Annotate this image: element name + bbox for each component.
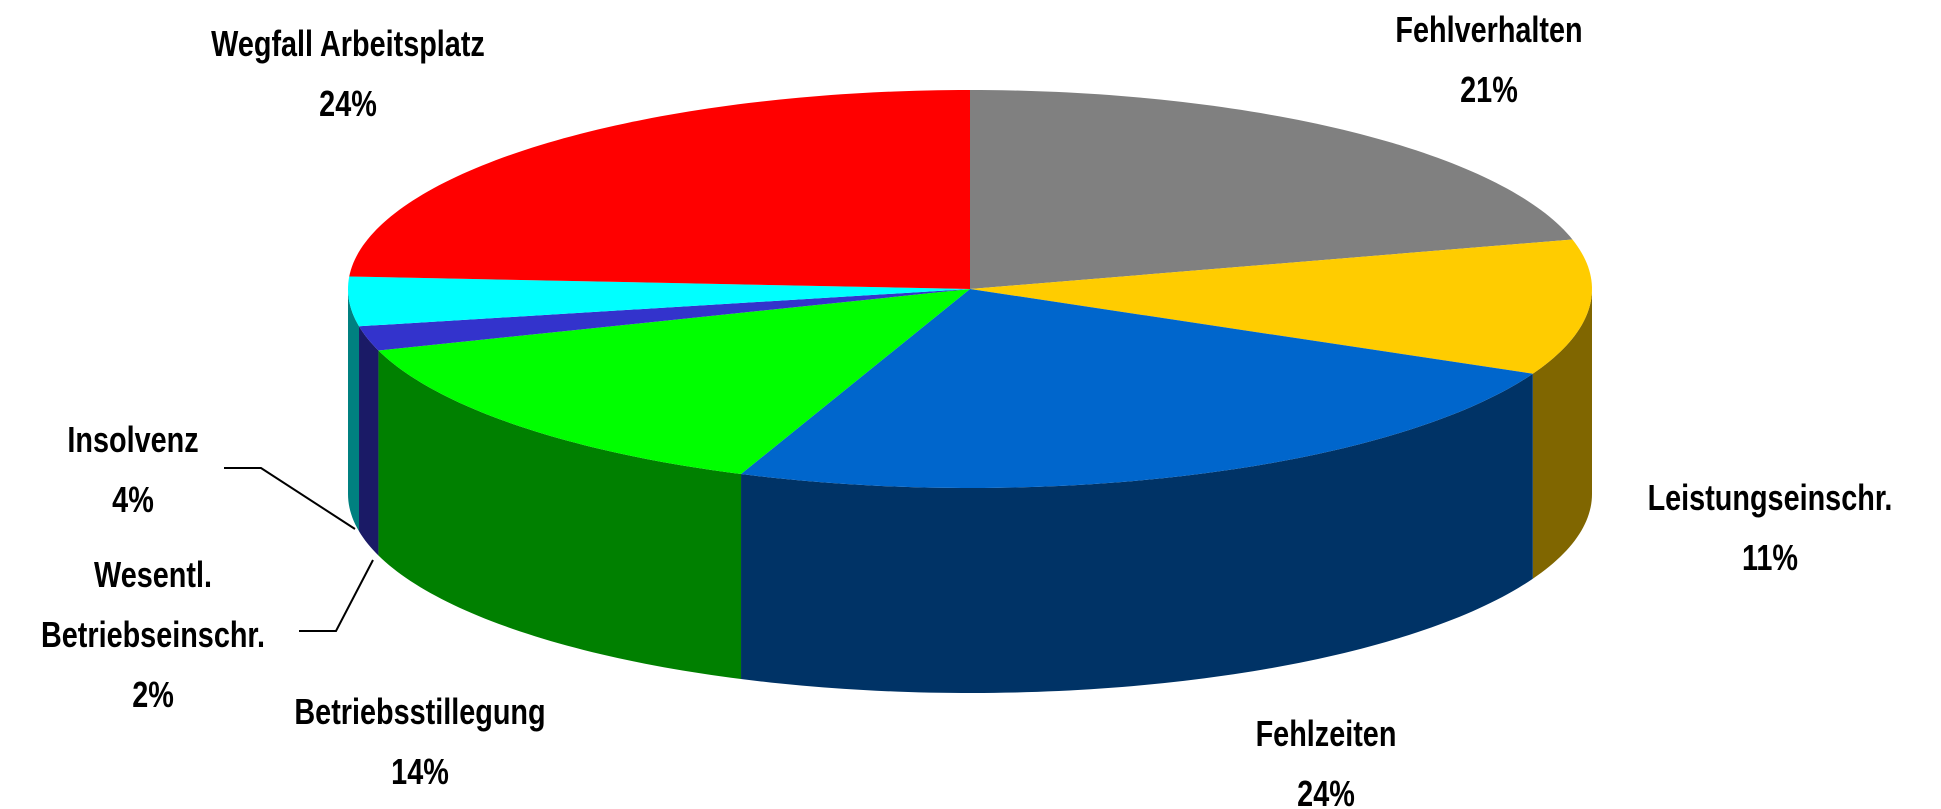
- value-label: 24%: [319, 83, 377, 124]
- category-name: Wegfall Arbeitsplatz: [211, 23, 485, 64]
- slice: [741, 289, 1533, 488]
- value-label: 21%: [1460, 69, 1518, 110]
- value-label: 24%: [1297, 773, 1355, 809]
- slice-label: Insolvenz 4%: [67, 410, 198, 530]
- slice: [970, 239, 1592, 374]
- slice-label: Wesentl. Betriebseinschr. 2%: [21, 545, 285, 725]
- slice-side: [378, 350, 742, 680]
- category-name: Fehlzeiten: [1255, 713, 1397, 754]
- slice: [378, 289, 970, 475]
- category-name: Insolvenz: [67, 419, 199, 460]
- slice-side: [1532, 289, 1592, 579]
- slice: [359, 289, 970, 351]
- category-name: Betriebsstillegung: [294, 691, 546, 732]
- value-label: 14%: [391, 751, 449, 792]
- slice-label: Fehlzeiten 24%: [1256, 704, 1397, 809]
- leader-line: [299, 559, 374, 632]
- category-name: Leistungseinschr.: [1647, 477, 1893, 518]
- category-name: Fehlverhalten: [1395, 9, 1583, 50]
- slice: [348, 276, 970, 327]
- value-label: 2%: [132, 674, 174, 715]
- value-label: 11%: [1741, 537, 1799, 578]
- leader-line: [224, 467, 356, 530]
- slice-label: Fehlverhalten 21%: [1395, 0, 1582, 120]
- slice-side: [359, 326, 379, 556]
- slice-side: [741, 373, 1533, 693]
- category-name: Wesentl. Betriebseinschr.: [40, 554, 266, 655]
- slice-side: [348, 289, 360, 532]
- slice: [970, 90, 1573, 289]
- slice-label: Wegfall Arbeitsplatz 24%: [211, 14, 485, 134]
- slice-label: Leistungseinschr. 11%: [1648, 468, 1893, 588]
- value-label: 4%: [112, 479, 154, 520]
- slice-label: Betriebsstillegung 14%: [294, 682, 545, 802]
- slice: [349, 90, 970, 289]
